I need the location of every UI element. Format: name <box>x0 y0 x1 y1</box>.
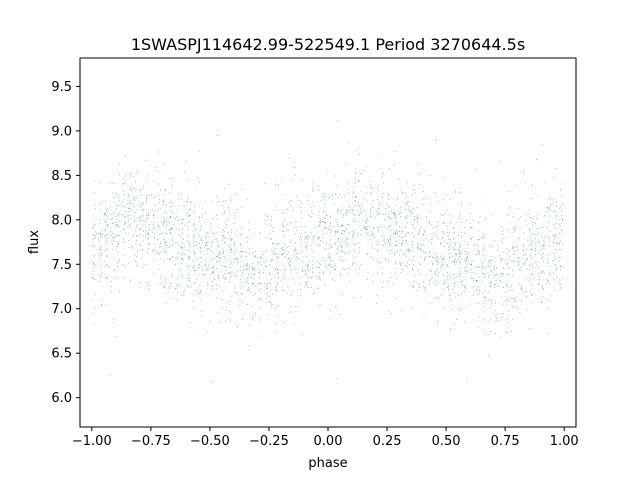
y-axis: 6.0 6.5 7.0 7.5 8.0 8.5 9.0 9.5 <box>51 80 80 406</box>
y-tick-label: 7.5 <box>51 258 72 273</box>
y-tick-label: 6.5 <box>51 347 72 362</box>
x-axis: −1.00 −0.75 −0.50 −0.25 0.00 0.25 0.50 0.75 1.00 <box>72 427 579 449</box>
y-tick-label: 7.0 <box>51 302 72 317</box>
x-tick-label: 1.00 <box>550 434 579 449</box>
chart-title: 1SWASPJ114642.99-522549.1 Period 3270644… <box>131 35 525 54</box>
y-tick-label: 8.5 <box>51 169 72 184</box>
x-tick-label: 0.75 <box>491 434 520 449</box>
x-tick-label: 0.50 <box>432 434 461 449</box>
x-tick-label: 0.25 <box>373 434 402 449</box>
y-tick-label: 6.0 <box>51 391 72 406</box>
x-tick-label: −1.00 <box>72 434 112 449</box>
x-tick-label: −0.50 <box>190 434 230 449</box>
y-axis-label: flux <box>27 230 42 254</box>
x-axis-label: phase <box>308 456 347 471</box>
y-tick-label: 8.0 <box>51 213 72 228</box>
y-tick-label: 9.0 <box>51 124 72 139</box>
y-tick-label: 9.5 <box>51 80 72 95</box>
data-point <box>91 120 564 383</box>
x-tick-label: −0.75 <box>131 434 171 449</box>
x-tick-label: −0.25 <box>249 434 289 449</box>
scatter-points <box>91 120 564 383</box>
x-tick-label: 0.00 <box>314 434 343 449</box>
